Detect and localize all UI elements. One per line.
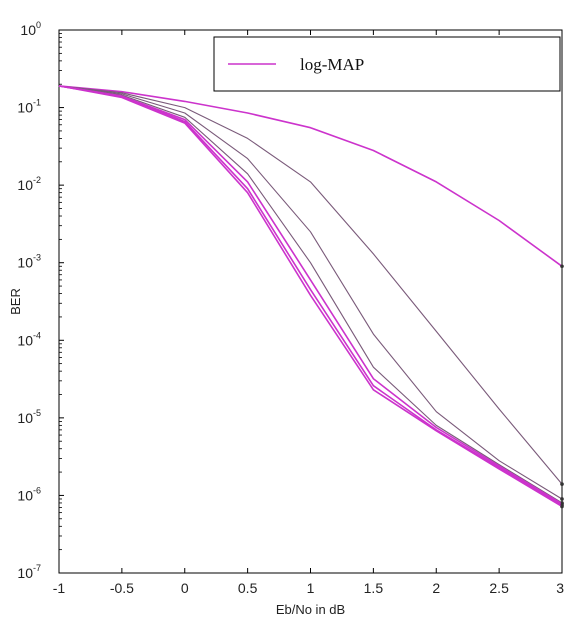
x-tick-label: 1.5 — [364, 580, 384, 596]
x-tick-label: 0.5 — [238, 580, 258, 596]
x-tick-label: 2 — [432, 580, 440, 596]
plot-area — [58, 29, 563, 574]
y-tick-label: 10-4 — [17, 330, 41, 348]
series-line-6 — [58, 85, 563, 506]
x-tick-label: 1 — [307, 580, 315, 596]
x-tick-label: 3 — [556, 580, 564, 596]
series-group — [58, 85, 564, 509]
y-tick-label: 10-6 — [17, 485, 41, 503]
series-end-marker-2 — [560, 482, 564, 486]
x-tick-label: 2.5 — [489, 580, 509, 596]
y-tick-label: 10-1 — [17, 98, 41, 116]
y-tick-label: 10-7 — [17, 563, 41, 581]
legend: log-MAP — [213, 36, 561, 92]
series-line-2 — [58, 85, 563, 485]
x-tick-label: -1 — [53, 580, 66, 596]
series-end-marker-3 — [560, 497, 564, 501]
series-line-7 — [58, 85, 563, 508]
x-axis-ticks: -1 -0.5 0 0.5 1 1.5 2 2.5 3 — [53, 30, 564, 596]
y-axis-label: BER — [8, 288, 23, 315]
x-tick-label: 0 — [181, 580, 189, 596]
x-tick-label: -0.5 — [110, 580, 134, 596]
y-tick-label: 100 — [20, 20, 41, 38]
series-end-marker-7 — [560, 504, 564, 509]
y-tick-label: 10-3 — [17, 253, 41, 271]
x-axis-label: Eb/No in dB — [276, 602, 345, 617]
y-tick-label: 10-5 — [17, 408, 41, 426]
series-line-4 — [58, 85, 563, 504]
series-line-1 — [58, 85, 563, 267]
plot-frame — [58, 29, 563, 574]
y-tick-label: 10-2 — [17, 175, 41, 193]
y-axis-ticks: 100 10-1 10-2 10-3 10-4 10-5 10-6 10-7 — [17, 20, 64, 581]
series-end-marker-1 — [560, 264, 564, 269]
series-line-3 — [58, 85, 563, 500]
legend-label-log-map: log-MAP — [300, 55, 364, 74]
